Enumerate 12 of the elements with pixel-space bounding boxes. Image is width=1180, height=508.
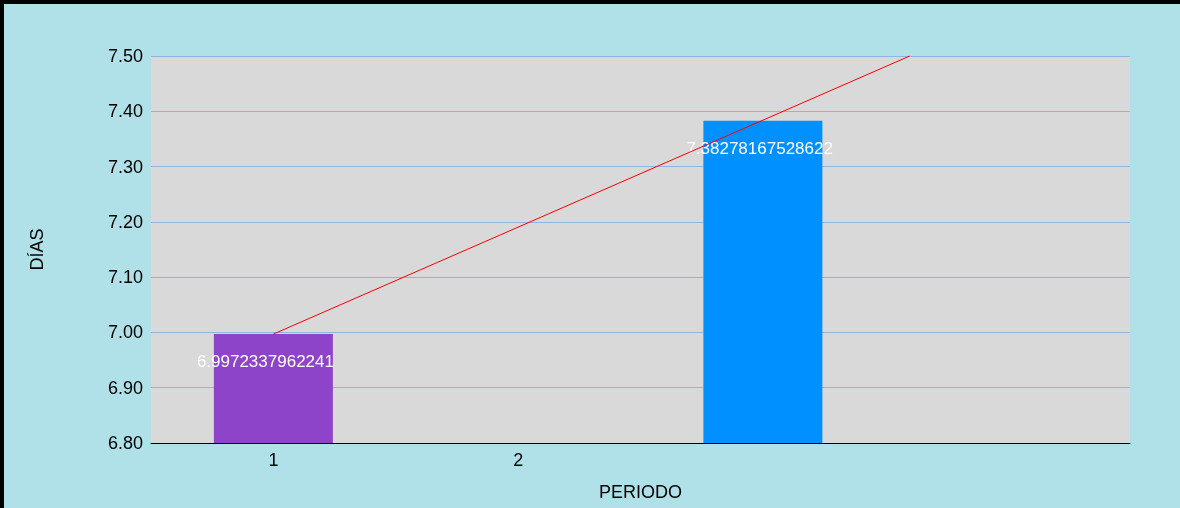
y-tick-label: 6.80 — [107, 433, 143, 453]
x-tick-label: 1 — [268, 450, 279, 470]
y-tick-label: 7.00 — [107, 322, 143, 343]
y-tick-label: 7.30 — [107, 156, 143, 177]
y-tick-label: 7.40 — [107, 101, 143, 122]
y-tick-label: 7.20 — [107, 211, 143, 232]
y-tick-label: 7.10 — [107, 267, 143, 288]
y-tick-label: 7.50 — [107, 46, 143, 66]
x-axis-title: PERIODO — [598, 482, 683, 502]
x-tick-label: 2 — [513, 450, 524, 470]
y-axis-title: DÍAS — [27, 228, 47, 271]
y-tick-label: 6.90 — [107, 377, 143, 398]
